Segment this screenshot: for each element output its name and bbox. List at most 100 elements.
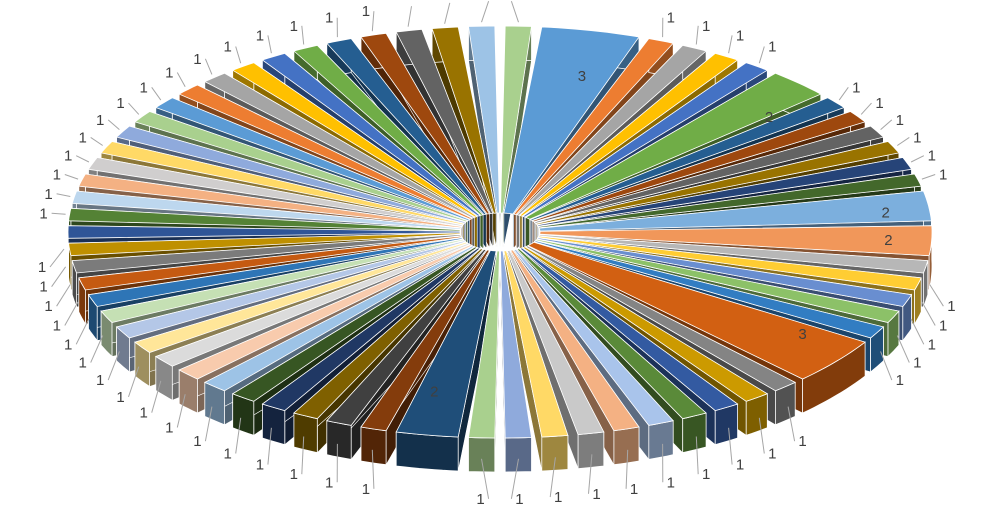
data-label: 1 <box>667 474 675 491</box>
data-label: 1 <box>44 298 52 315</box>
leader-line <box>268 35 272 53</box>
data-label: 1 <box>325 10 333 27</box>
slices-group <box>68 26 932 472</box>
data-label: 1 <box>193 433 201 450</box>
leader-line <box>52 213 66 214</box>
data-label: 1 <box>476 491 484 508</box>
data-label: 2 <box>765 109 773 126</box>
leader-line <box>65 302 78 326</box>
leader-line <box>922 302 935 326</box>
data-label: 2 <box>430 383 438 400</box>
leader-line <box>511 1 518 22</box>
leader-line <box>881 120 892 130</box>
data-label: 1 <box>852 79 860 96</box>
data-label: 1 <box>667 10 675 27</box>
slice-side <box>294 413 317 453</box>
data-label: 1 <box>116 389 124 406</box>
data-label: 1 <box>96 112 104 129</box>
leader-line <box>205 59 212 75</box>
data-label: 1 <box>554 489 562 506</box>
leader-line <box>445 3 450 24</box>
data-label: 1 <box>224 39 232 56</box>
leader-line <box>236 47 241 64</box>
data-label: 1 <box>362 481 370 498</box>
leader-line <box>52 267 66 287</box>
data-label: 1 <box>702 466 710 483</box>
data-label: 1 <box>928 148 936 165</box>
slice-side <box>614 427 639 465</box>
data-label: 1 <box>44 186 52 203</box>
leader-line <box>57 285 71 307</box>
leader-line <box>839 87 848 100</box>
slice-side <box>262 404 284 445</box>
leader-line <box>861 103 871 114</box>
leader-line <box>408 6 411 27</box>
data-label: 1 <box>96 372 104 389</box>
leader-line <box>108 120 119 130</box>
data-label: 1 <box>64 148 72 165</box>
data-label: 2 <box>884 232 892 249</box>
data-label: 1 <box>939 318 947 335</box>
data-label: 1 <box>896 372 904 389</box>
leader-line <box>911 319 924 344</box>
leader-line <box>372 11 374 31</box>
data-label: 1 <box>928 336 936 353</box>
data-label: 3 <box>578 68 586 85</box>
data-label: 1 <box>947 298 955 315</box>
leader-line <box>696 26 698 45</box>
leader-line <box>930 285 944 307</box>
leader-line <box>897 137 909 145</box>
data-label: 1 <box>290 466 298 483</box>
data-label: 1 <box>875 95 883 112</box>
data-label: 1 <box>913 129 921 146</box>
data-label: 1 <box>256 27 264 44</box>
data-label: 3 <box>798 326 806 343</box>
data-label: 1 <box>116 95 124 112</box>
leader-line <box>65 175 78 180</box>
leader-line <box>152 87 161 100</box>
leader-line <box>302 26 304 45</box>
leader-line <box>729 35 733 53</box>
data-label: 1 <box>165 65 173 82</box>
leader-line <box>759 47 764 64</box>
data-label: 1 <box>39 279 47 296</box>
data-label: 1 <box>630 481 638 498</box>
data-label: 1 <box>224 446 232 463</box>
data-label: 1 <box>256 457 264 474</box>
data-label: 1 <box>896 112 904 129</box>
slice-side <box>715 404 737 445</box>
data-label: 1 <box>913 355 921 372</box>
slice-side <box>683 413 706 453</box>
data-label: 1 <box>362 3 370 20</box>
data-label: 1 <box>290 18 298 35</box>
slice-side <box>542 435 568 471</box>
data-label: 1 <box>768 446 776 463</box>
slice-side <box>505 438 531 473</box>
data-label: 1 <box>79 129 87 146</box>
leader-line <box>76 319 89 344</box>
data-label: 1 <box>38 259 46 276</box>
data-label: 1 <box>140 405 148 422</box>
data-label: 1 <box>64 336 72 353</box>
data-label: 1 <box>325 474 333 491</box>
leader-line <box>482 1 489 22</box>
data-label: 1 <box>140 79 148 96</box>
data-label: 1 <box>53 318 61 335</box>
slice-side <box>649 421 673 460</box>
leader-line <box>50 249 64 267</box>
data-label: 1 <box>736 27 744 44</box>
slice-side <box>361 427 386 465</box>
leader-line <box>57 194 71 197</box>
leader-line <box>129 103 139 114</box>
data-label: 1 <box>193 51 201 68</box>
data-label: 2 <box>882 205 890 222</box>
data-label: 1 <box>939 167 947 184</box>
leader-line <box>911 156 924 162</box>
leader-line <box>922 175 935 180</box>
slice-side <box>327 421 351 460</box>
leader-line <box>76 156 89 162</box>
data-label: 1 <box>702 18 710 35</box>
data-label: 1 <box>798 433 806 450</box>
